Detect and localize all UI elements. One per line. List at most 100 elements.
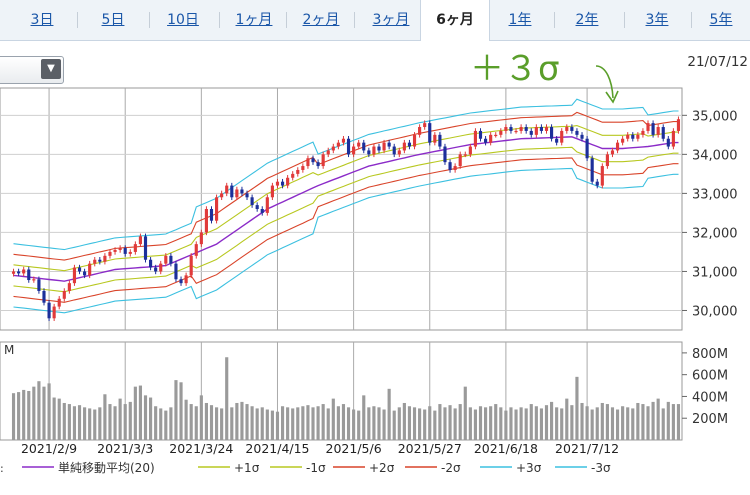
tab-separator [554, 12, 555, 28]
candle-body [67, 283, 71, 291]
volume-bar [108, 404, 112, 440]
tab-5[interactable]: 3ヶ月 [372, 12, 410, 28]
volume-bar [666, 401, 670, 440]
chart-date-label: 21/07/12 [687, 54, 748, 70]
candle-body [605, 154, 609, 167]
candle-body [509, 127, 513, 131]
volume-bar [321, 404, 325, 440]
candle-body [306, 158, 310, 167]
candle-body [72, 267, 77, 284]
tab-1[interactable]: 5日 [101, 12, 125, 28]
volume-bar [443, 407, 447, 440]
tab-0[interactable]: 3日 [30, 12, 54, 28]
volume-bar [382, 409, 386, 440]
band-line-plus3 [13, 98, 679, 251]
candle-body [184, 275, 188, 284]
tab-10[interactable]: 5年 [709, 12, 733, 28]
candle-body [270, 185, 274, 198]
volume-bar [651, 401, 655, 440]
price-tick-label: 32,000 [692, 226, 738, 241]
volume-bar [357, 410, 361, 440]
volume-bar [37, 381, 41, 440]
x-axis-label: 2021/4/15 [245, 441, 309, 456]
volume-bar [143, 395, 148, 440]
volume-bar [133, 386, 137, 440]
volume-unit-label: M [4, 343, 14, 357]
candle-body [443, 146, 447, 163]
tab-4[interactable]: 2ヶ月 [302, 12, 340, 28]
candle-body [113, 249, 117, 252]
candle-body [580, 134, 584, 139]
candle-body [88, 263, 92, 276]
volume-bar [590, 409, 594, 440]
volume-bar [326, 408, 330, 440]
volume-bar [448, 405, 452, 440]
volume-bar [509, 407, 513, 440]
volume-bar [260, 407, 264, 440]
candle-body [631, 134, 635, 139]
candle-body [382, 142, 386, 151]
volume-bar [463, 386, 467, 440]
volume-bar [225, 357, 229, 440]
volume-bar [626, 407, 630, 440]
candle-body [316, 162, 320, 167]
volume-bar [138, 385, 143, 440]
volume-bar [514, 409, 518, 440]
candle-body [341, 138, 346, 143]
candle-body [189, 255, 193, 276]
candle-body [590, 158, 594, 182]
volume-bar [336, 406, 340, 440]
period-tabs: 3日 5日 10日 1ヶ月 2ヶ月 3ヶ月 6ヶ月 1年 2年 3年 5年 [0, 0, 750, 41]
tab-8[interactable]: 2年 [575, 12, 599, 28]
volume-bar [291, 408, 295, 440]
candle-body [565, 127, 569, 131]
volume-bar [621, 406, 625, 440]
candle-body [615, 142, 620, 151]
volume-bar [418, 408, 422, 440]
volume-bar [311, 407, 315, 440]
volume-bar [484, 407, 488, 440]
candle-body [423, 123, 427, 128]
candle-body [499, 130, 503, 135]
volume-bar [352, 409, 356, 440]
volume-bar [560, 408, 564, 440]
volume-bar [265, 409, 269, 440]
volume-bar [77, 405, 82, 440]
volume-bar [362, 395, 366, 440]
sma-line [13, 136, 679, 282]
candle-body [387, 142, 391, 147]
volume-bar [407, 406, 412, 440]
price-tick-label: 33,000 [692, 187, 738, 202]
volume-bar [585, 406, 589, 440]
tab-2[interactable]: 10日 [167, 12, 199, 28]
tab-6[interactable]: 6ヶ月 [420, 0, 490, 41]
volume-bar [539, 408, 543, 440]
volume-bar [331, 398, 335, 440]
tab-9[interactable]: 3年 [645, 12, 669, 28]
candle-body [118, 248, 122, 250]
volume-bar [118, 398, 122, 440]
candle-body [595, 181, 599, 186]
chart-options-dropdown[interactable]: ▼ [0, 56, 64, 84]
volume-bar [524, 408, 528, 440]
candle-body [448, 162, 452, 170]
candle-body [524, 127, 528, 131]
volume-bar [595, 407, 599, 440]
plus3-sigma-annotation: ＋３σ [470, 49, 560, 89]
volume-bar [676, 404, 681, 440]
volume-bar [529, 404, 533, 440]
annotation-arrow [595, 65, 614, 99]
volume-bar [159, 408, 163, 440]
volume-bar [646, 406, 650, 440]
volume-bar [600, 402, 604, 440]
candle-body [397, 150, 401, 155]
candle-body [240, 189, 244, 194]
candle-body [42, 290, 46, 303]
volume-bar [392, 410, 396, 440]
volume-bar [164, 410, 168, 440]
price-tick-label: 35,000 [692, 109, 738, 124]
tab-3[interactable]: 1ヶ月 [235, 12, 273, 28]
candle-body [179, 279, 183, 284]
candle-body [225, 185, 229, 194]
tab-7[interactable]: 1年 [508, 12, 532, 28]
